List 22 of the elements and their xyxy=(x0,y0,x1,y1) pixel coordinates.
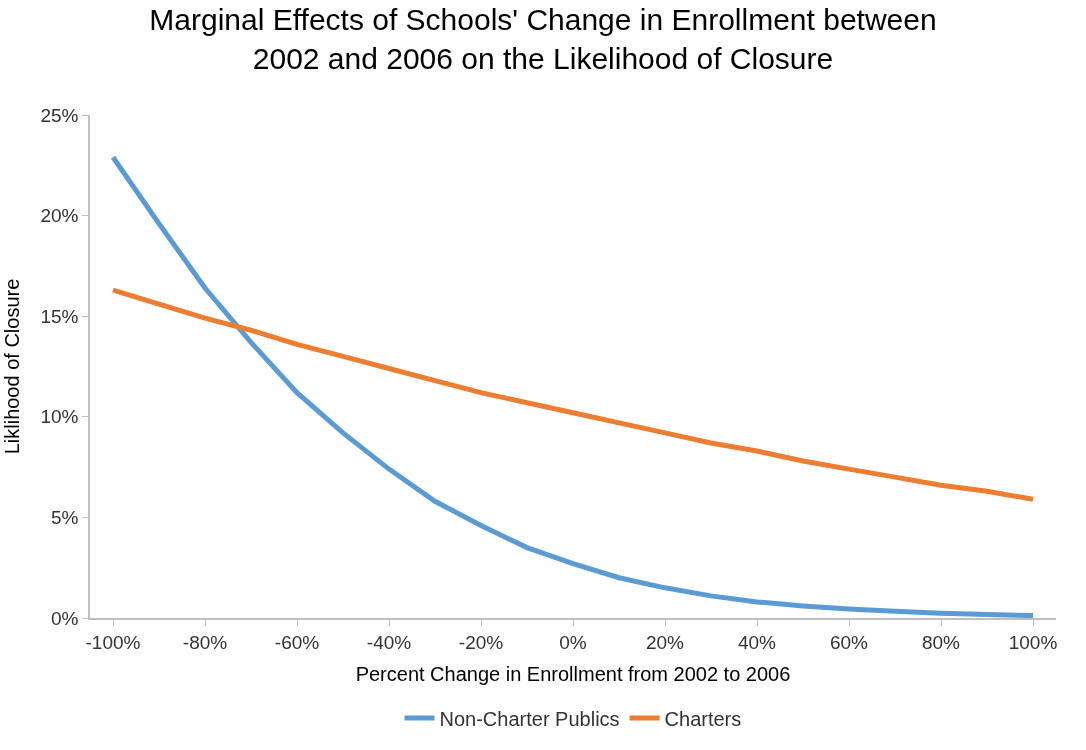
x-tick-label: -20% xyxy=(458,631,504,653)
x-axis-title: Percent Change in Enrollment from 2002 to 2006 xyxy=(355,662,791,685)
x-tick-label: 100% xyxy=(1008,631,1058,653)
x-tick-label: 20% xyxy=(645,631,685,653)
x-tick-label: 40% xyxy=(737,631,777,653)
y-tick-label: 25% xyxy=(40,104,79,126)
legend-label: Charters xyxy=(664,707,742,730)
y-tick-label: 5% xyxy=(50,507,79,529)
y-tick-label: 0% xyxy=(50,607,79,629)
y-axis-title: Liklihood of Closure xyxy=(1,278,24,455)
y-tick-label: 20% xyxy=(40,205,79,227)
x-tick-label: 80% xyxy=(921,631,961,653)
chart-title: Marginal Effects of Schools' Change in Enrollment between 2002 and 2006 on the Likelihood of Closure xyxy=(149,3,937,75)
x-tick-label: -60% xyxy=(274,631,320,653)
y-tick-label: 10% xyxy=(40,406,79,428)
x-tick-label: -100% xyxy=(85,631,141,653)
legend-label: Non-Charter Publics xyxy=(439,707,620,730)
x-tick-label: 0% xyxy=(559,631,587,653)
x-tick-label: 60% xyxy=(829,631,869,653)
y-tick-label: 15% xyxy=(40,305,79,327)
x-tick-label: -40% xyxy=(366,631,412,653)
x-tick-label: -80% xyxy=(182,631,228,653)
